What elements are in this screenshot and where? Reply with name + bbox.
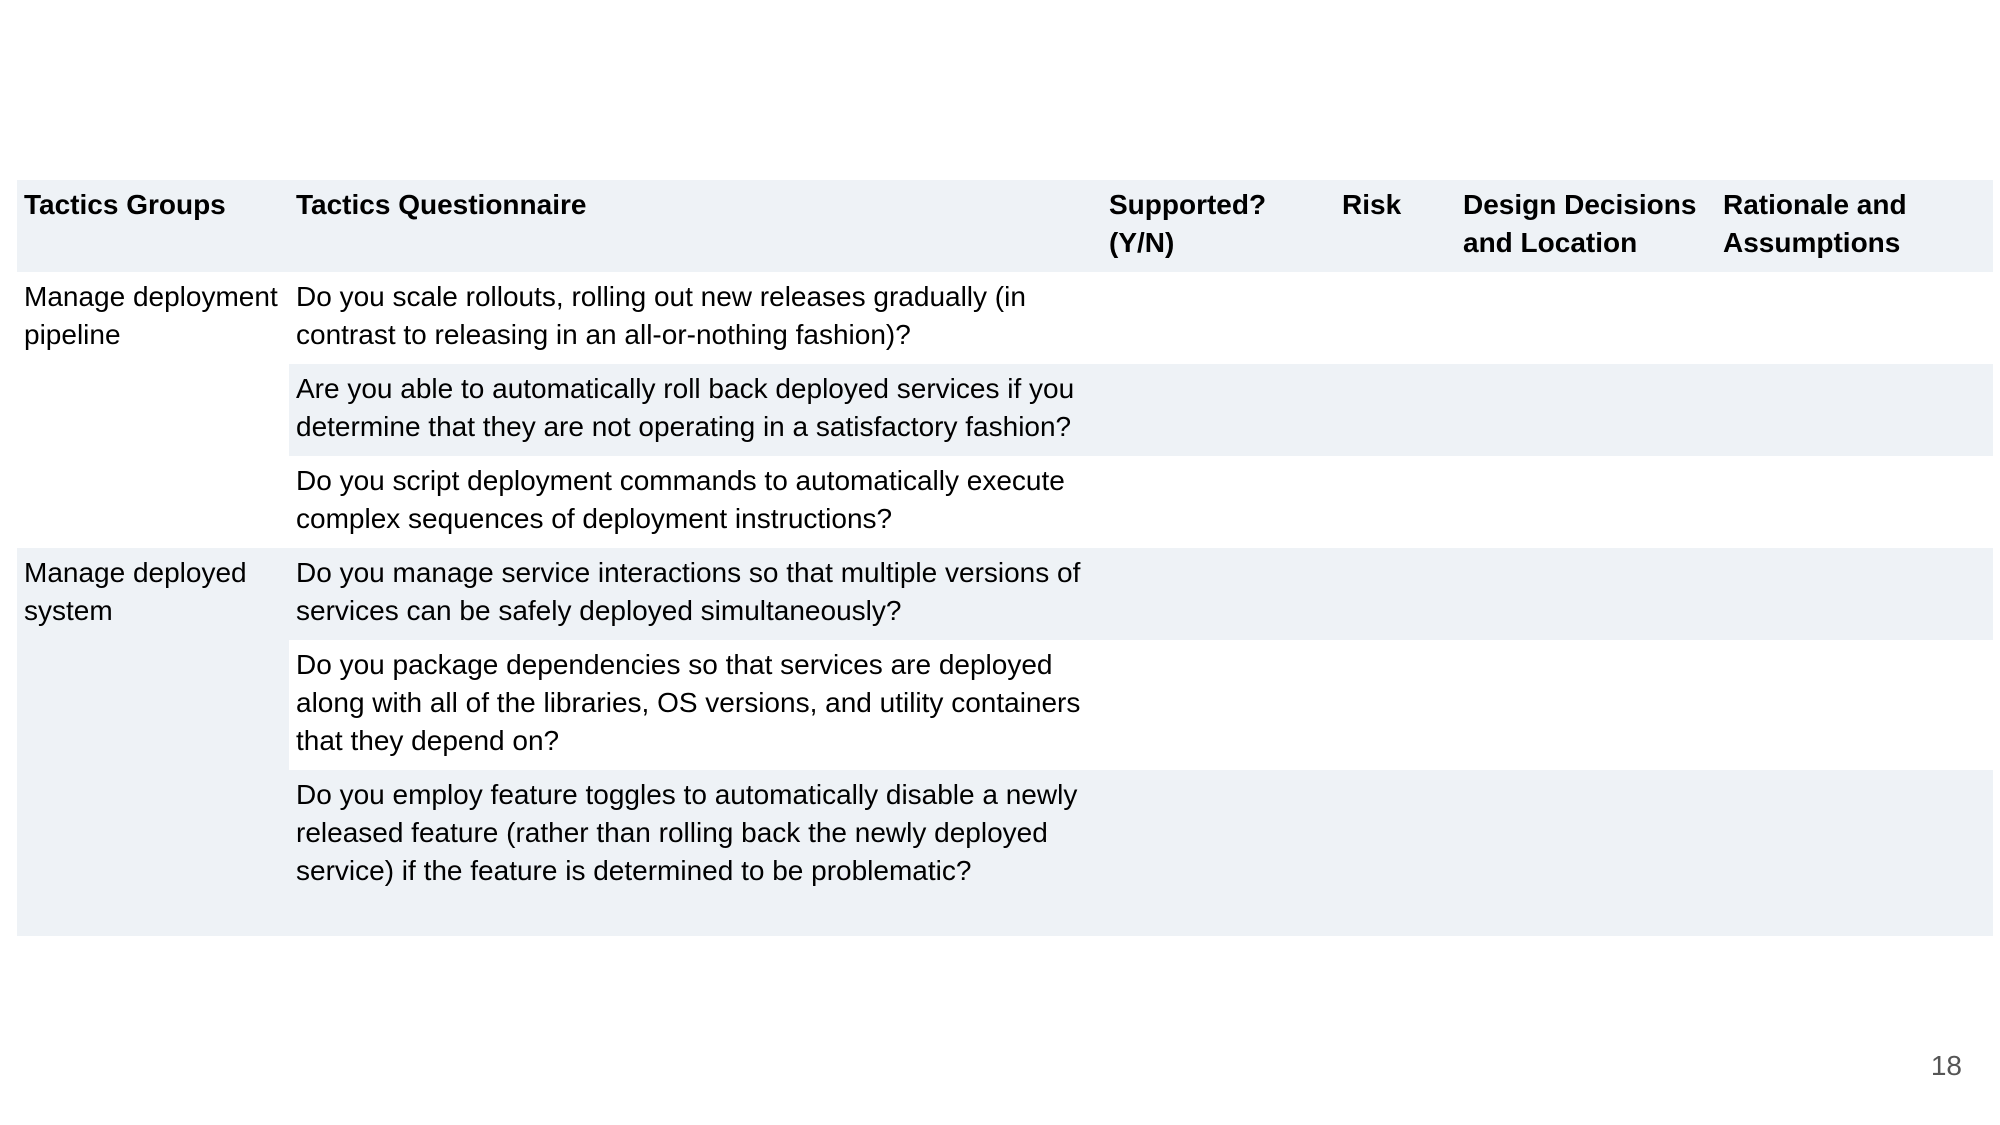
- rationale-cell[interactable]: [1716, 548, 1993, 640]
- risk-cell[interactable]: [1335, 272, 1456, 364]
- supported-cell[interactable]: [1102, 640, 1335, 770]
- header-rationale: Rationale and Assumptions: [1716, 180, 1993, 272]
- question-cell: Do you scale rollouts, rolling out new r…: [296, 281, 1026, 350]
- supported-cell[interactable]: [1102, 456, 1335, 548]
- design-decisions-cell[interactable]: [1456, 364, 1716, 456]
- risk-cell[interactable]: [1335, 456, 1456, 548]
- table-row: Do you package dependencies so that serv…: [17, 640, 1993, 770]
- table-row: Are you able to automatically roll back …: [17, 364, 1993, 456]
- header-tactics-groups: Tactics Groups: [17, 180, 289, 272]
- group-manage-deployed-system: Manage deployed system: [17, 548, 289, 936]
- tactics-table: Tactics Groups Tactics Questionnaire Sup…: [17, 180, 1993, 936]
- header-risk: Risk: [1335, 180, 1456, 272]
- rationale-cell[interactable]: [1716, 640, 1993, 770]
- question-cell: Are you able to automatically roll back …: [289, 364, 1102, 456]
- supported-cell[interactable]: [1102, 364, 1335, 456]
- question-cell: Do you employ feature toggles to automat…: [289, 770, 1102, 936]
- table-row: Manage deployment pipeline Do you scale …: [17, 272, 1993, 548]
- header-design-decisions: Design Decisions and Location: [1456, 180, 1716, 272]
- design-decisions-cell[interactable]: [1456, 770, 1716, 936]
- supported-cell[interactable]: [1102, 770, 1335, 936]
- risk-cell[interactable]: [1335, 640, 1456, 770]
- supported-cell[interactable]: [1102, 548, 1335, 640]
- table-row: Manage deployed system Do you manage ser…: [17, 548, 1993, 936]
- risk-cell[interactable]: [1335, 548, 1456, 640]
- question-cell: Do you manage service interactions so th…: [289, 548, 1102, 640]
- header-row: Tactics Groups Tactics Questionnaire Sup…: [17, 180, 1993, 272]
- header-tactics-questionnaire: Tactics Questionnaire: [289, 180, 1102, 272]
- table-row: Do you employ feature toggles to automat…: [17, 770, 1993, 936]
- question-cell: Do you package dependencies so that serv…: [296, 649, 1081, 756]
- rationale-cell[interactable]: [1716, 456, 1993, 548]
- header-supported: Supported? (Y/N): [1102, 180, 1335, 272]
- design-decisions-cell[interactable]: [1456, 548, 1716, 640]
- risk-cell[interactable]: [1335, 364, 1456, 456]
- question-cell: Do you script deployment commands to aut…: [296, 465, 1065, 534]
- risk-cell[interactable]: [1335, 770, 1456, 936]
- page-number: 18: [1930, 1050, 1962, 1081]
- table-row: Do you script deployment commands to aut…: [17, 456, 1993, 548]
- design-decisions-cell[interactable]: [1456, 640, 1716, 770]
- rationale-cell[interactable]: [1716, 364, 1993, 456]
- design-decisions-cell[interactable]: [1456, 272, 1716, 364]
- group-manage-deployment-pipeline: Manage deployment pipeline: [17, 272, 289, 548]
- supported-cell[interactable]: [1102, 272, 1335, 364]
- rationale-cell[interactable]: [1716, 770, 1993, 936]
- design-decisions-cell[interactable]: [1456, 456, 1716, 548]
- rationale-cell[interactable]: [1716, 272, 1993, 364]
